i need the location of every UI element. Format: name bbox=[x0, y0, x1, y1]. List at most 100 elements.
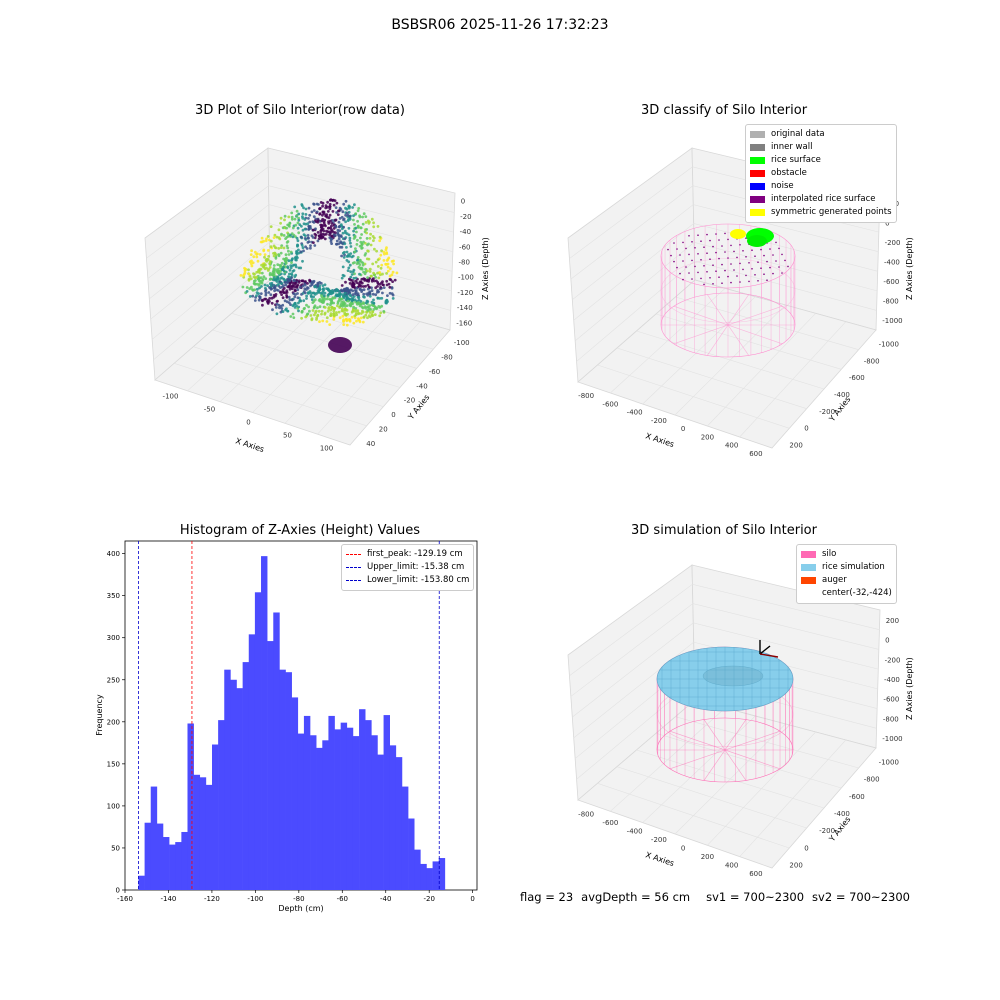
panel2-interp-point bbox=[787, 265, 789, 268]
panel1-point bbox=[368, 270, 372, 273]
panel2-xlabel: X Axies bbox=[644, 431, 675, 449]
histogram-xtick-label: -160 bbox=[117, 895, 133, 903]
panel1-point bbox=[353, 298, 357, 302]
panel1-point bbox=[352, 214, 355, 218]
panel4-zlabel: Z Axies (Depth) bbox=[905, 657, 914, 720]
panel1-point bbox=[321, 284, 325, 287]
panel1-point bbox=[262, 248, 266, 252]
panel1-point bbox=[366, 316, 369, 320]
panel1-point bbox=[340, 215, 344, 219]
panel1-point bbox=[369, 274, 373, 278]
panel1-point bbox=[377, 305, 381, 308]
panel1-point bbox=[307, 305, 310, 309]
panel1-point bbox=[305, 297, 308, 300]
panel2-interp-point bbox=[709, 239, 711, 242]
panel1-point bbox=[300, 224, 303, 228]
panel2-interp-point bbox=[715, 233, 717, 235]
histogram-xtick-label: -80 bbox=[293, 895, 304, 903]
panel1-point bbox=[322, 287, 325, 290]
panel1-point bbox=[382, 259, 386, 262]
panel1-point bbox=[280, 276, 284, 279]
panel1-point bbox=[329, 198, 333, 202]
panel1-point bbox=[324, 224, 327, 228]
panel1-point bbox=[375, 249, 378, 253]
p1-grid-line bbox=[146, 166, 455, 259]
panel1-point bbox=[362, 315, 366, 319]
panel1-point bbox=[359, 312, 363, 315]
panel1-point bbox=[344, 287, 347, 291]
panel1-point bbox=[320, 294, 323, 298]
panel1-point bbox=[260, 298, 264, 302]
panel1-point bbox=[281, 268, 284, 271]
p1-ytick-label: -60 bbox=[429, 368, 440, 376]
panel1-point bbox=[264, 289, 267, 293]
panel1-point bbox=[303, 227, 307, 231]
panel1-point bbox=[339, 292, 343, 296]
panel1-point bbox=[332, 203, 336, 207]
panel1-point bbox=[295, 209, 299, 213]
panel1-point bbox=[310, 210, 314, 214]
panel1-point bbox=[264, 286, 267, 290]
panel1-point bbox=[355, 230, 358, 234]
panel2-interp-point bbox=[766, 260, 768, 263]
panel2-interp-point bbox=[781, 253, 783, 256]
panel1-point bbox=[318, 207, 321, 211]
p4-xtick-label: -200 bbox=[651, 836, 667, 844]
panel1-point bbox=[358, 288, 362, 291]
panel2-interp-point bbox=[751, 249, 753, 251]
p4-grid-line bbox=[675, 716, 859, 769]
legend-line-swatch bbox=[346, 567, 361, 568]
panel1-point bbox=[323, 291, 327, 295]
panel1-point bbox=[376, 258, 380, 262]
panel2-interp-point bbox=[754, 255, 756, 257]
p2-ytick-label: -800 bbox=[864, 357, 880, 365]
histogram-bar bbox=[261, 556, 268, 890]
histogram-legend: first_peak: -129.19 cm Upper_limit: -15.3… bbox=[341, 544, 475, 591]
panel1-point bbox=[279, 264, 283, 267]
panel2-interp-point bbox=[739, 281, 741, 283]
flag-text: flag = 23 bbox=[520, 890, 574, 904]
panel1-point bbox=[332, 309, 336, 313]
p1-xtick-label: -100 bbox=[163, 393, 179, 401]
panel2-interp-point bbox=[676, 248, 678, 250]
panel1-point bbox=[366, 287, 370, 291]
panel1-point bbox=[328, 236, 332, 240]
panel1-point bbox=[312, 295, 315, 299]
legend-swatch bbox=[750, 157, 765, 164]
panel1-point bbox=[340, 276, 344, 280]
panel1-point bbox=[340, 245, 344, 249]
panel1-point bbox=[289, 315, 293, 318]
panel1-point bbox=[280, 285, 284, 289]
panel2-interp-point bbox=[700, 240, 702, 242]
panel1-point bbox=[311, 309, 315, 312]
panel2-interp-point bbox=[706, 252, 708, 254]
panel4-cyl-floor-line bbox=[703, 719, 747, 781]
panel1-point bbox=[260, 236, 264, 240]
panel1-point bbox=[302, 233, 306, 237]
panel2-interp-point bbox=[700, 277, 702, 280]
histogram-bar bbox=[432, 861, 440, 890]
panel1-point bbox=[357, 265, 361, 269]
panel1-point bbox=[341, 251, 345, 255]
panel1-point bbox=[257, 268, 260, 272]
panel2-interp-point bbox=[730, 263, 732, 265]
panel1-point bbox=[278, 237, 282, 241]
panel1-point bbox=[282, 291, 286, 295]
panel1-point bbox=[321, 201, 325, 205]
panel2-interp-point bbox=[736, 256, 738, 259]
p4-ytick-label: -1000 bbox=[879, 759, 899, 767]
panel1-point bbox=[348, 319, 352, 323]
panel1-point bbox=[275, 312, 279, 316]
panel2-interp-point bbox=[685, 247, 687, 250]
panel1-point bbox=[366, 308, 370, 312]
p1-ytick-label: -20 bbox=[404, 397, 415, 405]
panel1-point bbox=[320, 219, 324, 223]
panel1-point bbox=[257, 279, 261, 283]
panel1-point bbox=[263, 255, 266, 259]
histogram-bar bbox=[328, 715, 335, 890]
panel2-interp-point bbox=[697, 253, 699, 255]
panel1-point bbox=[391, 297, 395, 300]
panel1-point bbox=[283, 218, 286, 222]
histogram-bar bbox=[408, 818, 415, 890]
panel1-point bbox=[323, 306, 327, 309]
